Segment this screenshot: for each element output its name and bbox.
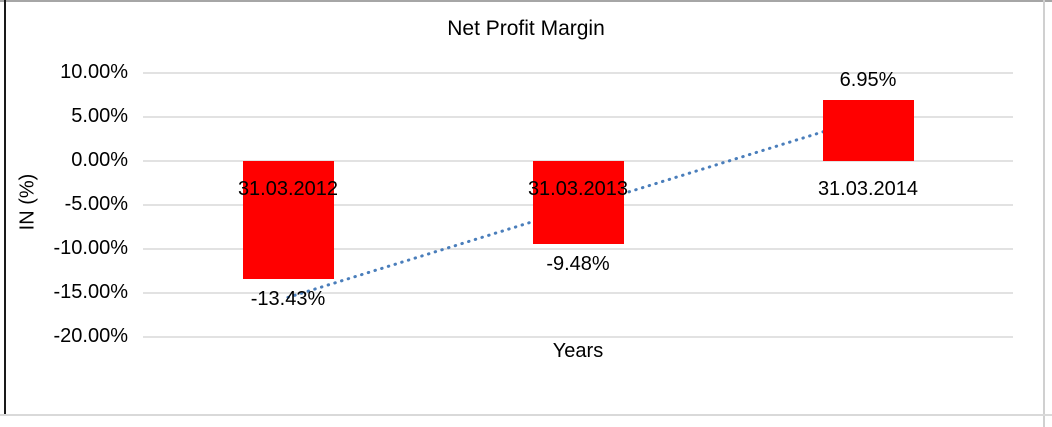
chart-title: Net Profit Margin [447, 17, 605, 40]
frame-border-left [4, 0, 6, 416]
bar-31.03.2012 [242, 161, 334, 280]
bar-31.03.2013 [532, 161, 624, 245]
frame-border-right [1043, 0, 1045, 427]
y-axis-tick-label: 10.00% [60, 61, 128, 83]
data-label: -13.43% [250, 288, 326, 311]
x-axis-category-label: 31.03.2014 [817, 178, 919, 200]
x-axis-category-label: 31.03.2012 [237, 178, 339, 200]
x-axis-title: Years [552, 340, 604, 362]
y-axis-tick-label: -5.00% [64, 193, 128, 215]
data-label: 6.95% [839, 68, 897, 91]
x-axis-category-label: 31.03.2013 [527, 178, 629, 200]
frame-border-top [0, 0, 1052, 2]
y-axis-tick-label: 5.00% [71, 105, 128, 127]
y-axis-tick-label: -15.00% [53, 281, 129, 303]
trendline [286, 116, 870, 299]
frame-border-bottom [0, 414, 1052, 416]
bar-31.03.2014 [822, 99, 914, 161]
y-axis-tick-label: 0.00% [71, 149, 128, 171]
y-axis-tick-label: -10.00% [53, 237, 129, 259]
data-label: -9.48% [546, 253, 610, 276]
y-axis-tick-label: -20.00% [53, 325, 129, 347]
